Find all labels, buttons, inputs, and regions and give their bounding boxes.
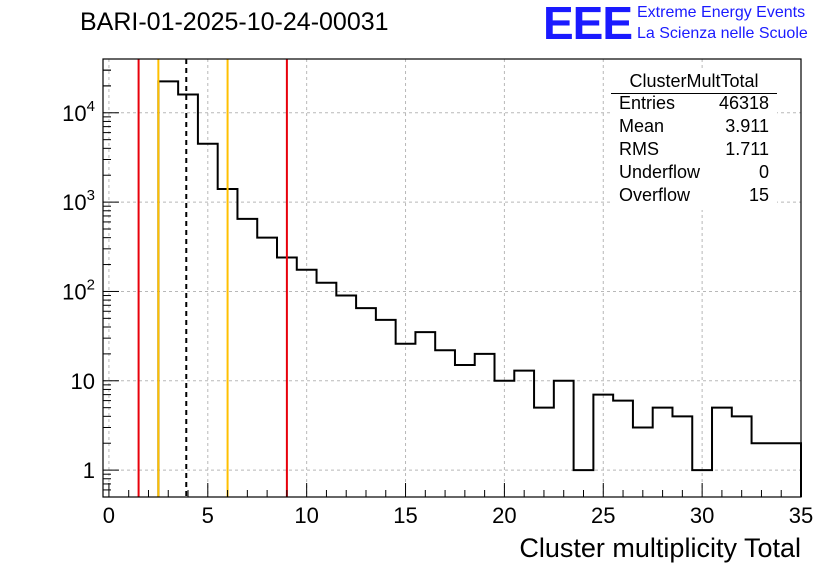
- stats-title: ClusterMultTotal: [629, 71, 759, 91]
- stats-value: 3.911: [725, 116, 769, 136]
- x-axis-label: Cluster multiplicity Total: [519, 533, 801, 563]
- x-tick-label: 10: [294, 503, 318, 528]
- y-tick-label: 103: [62, 187, 95, 215]
- eee-logo: EEE: [543, 0, 633, 49]
- y-tick-label: 1: [83, 458, 95, 483]
- stats-value: 0: [758, 162, 769, 182]
- stats-row-entries: Entries 46318: [619, 93, 769, 116]
- x-tick-label: 20: [492, 503, 516, 528]
- y-tick-label: 102: [62, 276, 95, 304]
- stats-row-overflow: Overflow 15: [619, 185, 769, 208]
- x-tick-label: 5: [202, 503, 214, 528]
- x-tick-label: 0: [103, 503, 115, 528]
- x-tick-label: 25: [591, 503, 615, 528]
- stats-key: Overflow: [619, 185, 691, 205]
- stats-row-mean: Mean 3.911: [619, 116, 769, 139]
- plot-frame: [102, 58, 802, 498]
- stats-value: 1.711: [725, 139, 769, 159]
- chart-title: BARI-01-2025-10-24-00031: [80, 8, 389, 36]
- stats-key: Mean: [619, 116, 665, 136]
- x-tick-label: 35: [789, 503, 813, 528]
- stats-value: 15: [748, 185, 769, 205]
- stats-box: ClusterMultTotal Entries 46318 Mean 3.91…: [611, 70, 777, 210]
- stats-divider: [611, 93, 777, 94]
- logo-line-1: Extreme Energy Events: [637, 4, 806, 21]
- stats-key: RMS: [619, 139, 659, 159]
- stats-row-rms: RMS 1.711: [619, 139, 769, 162]
- x-tick-label: 15: [393, 503, 417, 528]
- histogram-series: [157, 80, 802, 497]
- stats-key: Underflow: [619, 162, 701, 182]
- y-tick-label: 104: [62, 98, 95, 126]
- stats-key: Entries: [619, 93, 676, 113]
- stats-value: 46318: [718, 93, 769, 113]
- y-tick-label: 10: [71, 369, 95, 394]
- x-tick-label: 30: [690, 503, 714, 528]
- stats-row-underflow: Underflow 0: [619, 162, 769, 185]
- logo-line-2: La Scienza nelle Scuole: [637, 25, 808, 42]
